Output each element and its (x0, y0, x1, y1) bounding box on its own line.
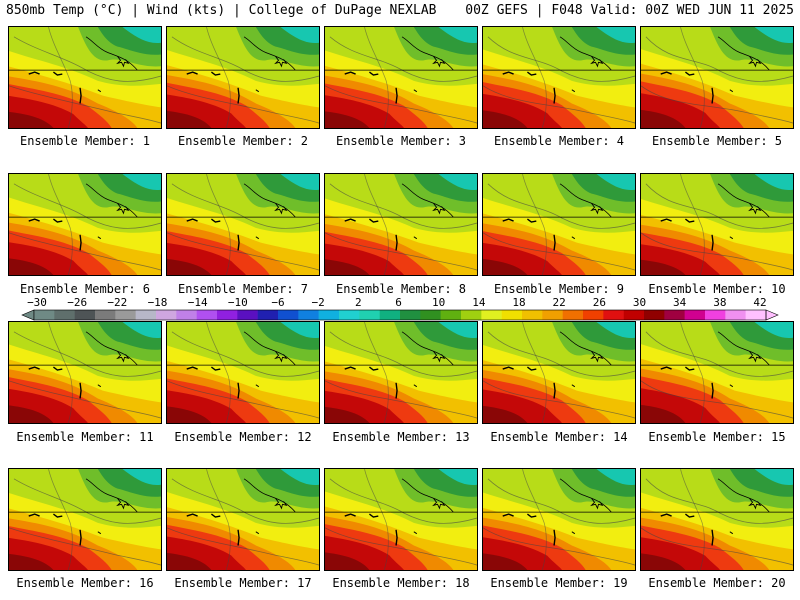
ensemble-member-map (482, 468, 636, 571)
colorbar-swatch (562, 310, 584, 320)
colorbar-swatch (522, 310, 543, 320)
colorbar-swatch (684, 310, 706, 320)
colorbar-swatch (257, 310, 279, 320)
map-title: 850mb Temp (°C) | Wind (kts) | College o… (6, 3, 437, 18)
ensemble-member-map (324, 468, 478, 571)
colorbar-tick-label: −18 (147, 296, 168, 309)
ensemble-member-label: Ensemble Member: 14 (490, 430, 628, 444)
colorbar-swatch (278, 310, 299, 320)
ensemble-member-label: Ensemble Member: 10 (648, 282, 786, 296)
colorbar-swatch (74, 310, 96, 320)
colorbar-swatch (176, 310, 197, 320)
ensemble-member-map (166, 173, 320, 276)
run-valid-time: 00Z GEFS | F048 Valid: 00Z WED JUN 11 20… (465, 3, 794, 18)
colorbar-tick-label: 42 (753, 296, 767, 309)
colorbar-swatch (644, 310, 665, 320)
ensemble-member-label: Ensemble Member: 16 (16, 576, 154, 590)
colorbar-swatch (440, 310, 462, 320)
ensemble-member-label: Ensemble Member: 15 (648, 430, 786, 444)
colorbar-tick-label: 38 (713, 296, 727, 309)
colorbar-swatch (54, 310, 75, 320)
colorbar-swatch (725, 310, 746, 320)
colorbar-swatch (339, 310, 360, 320)
colorbar-swatch (542, 310, 563, 320)
colorbar-tick-label: 6 (395, 296, 402, 309)
ensemble-member-label: Ensemble Member: 2 (177, 134, 309, 148)
colorbar-swatch (705, 310, 726, 320)
colorbar-scale (21, 309, 779, 321)
colorbar-tick-label: −6 (271, 296, 285, 309)
ensemble-member-map (8, 26, 162, 129)
colorbar-swatch (501, 310, 523, 320)
colorbar-tick-label: −26 (67, 296, 88, 309)
ensemble-member-map (482, 26, 636, 129)
colorbar-swatch (583, 310, 604, 320)
ensemble-member-label: Ensemble Member: 5 (651, 134, 783, 148)
ensemble-member-label: Ensemble Member: 20 (648, 576, 786, 590)
colorbar-swatch (95, 310, 116, 320)
ensemble-member-label: Ensemble Member: 7 (177, 282, 309, 296)
colorbar-swatch (196, 310, 218, 320)
ensemble-member-map (482, 321, 636, 424)
ensemble-member-label: Ensemble Member: 9 (493, 282, 625, 296)
ensemble-member-map (324, 321, 478, 424)
colorbar-swatch (298, 310, 319, 320)
colorbar-tick-label: −14 (187, 296, 208, 309)
ensemble-member-label: Ensemble Member: 8 (335, 282, 467, 296)
colorbar-tick-label: 22 (552, 296, 566, 309)
ensemble-member-map (640, 321, 794, 424)
ensemble-member-map (8, 321, 162, 424)
ensemble-member-label: Ensemble Member: 17 (174, 576, 312, 590)
colorbar-tick-label: 34 (673, 296, 687, 309)
colorbar-swatch (318, 310, 340, 320)
colorbar-swatch (623, 310, 645, 320)
colorbar-tick-label: 10 (432, 296, 446, 309)
colorbar-swatch (359, 310, 380, 320)
ensemble-member-map (482, 173, 636, 276)
ensemble-member-map (640, 26, 794, 129)
ensemble-member-label: Ensemble Member: 12 (174, 430, 312, 444)
colorbar-tick-label: 2 (355, 296, 362, 309)
colorbar-swatch (217, 310, 238, 320)
colorbar-swatch (135, 310, 157, 320)
colorbar-swatch (400, 310, 421, 320)
ensemble-member-label: Ensemble Member: 3 (335, 134, 467, 148)
ensemble-member-map (8, 173, 162, 276)
colorbar-tick-label: 30 (632, 296, 647, 309)
colorbar-swatch (34, 310, 55, 320)
ensemble-member-map (640, 173, 794, 276)
ensemble-member-map (640, 468, 794, 571)
ensemble-member-label: Ensemble Member: 13 (332, 430, 470, 444)
ensemble-member-label: Ensemble Member: 6 (19, 282, 151, 296)
ensemble-member-map (166, 468, 320, 571)
ensemble-member-map (166, 26, 320, 129)
colorbar-tick-label: 18 (512, 296, 526, 309)
ensemble-member-label: Ensemble Member: 18 (332, 576, 470, 590)
colorbar-swatch (237, 310, 258, 320)
colorbar-tick-label: 26 (592, 296, 606, 309)
colorbar-swatch (603, 310, 624, 320)
colorbar-tick-label: −22 (107, 296, 128, 309)
colorbar-swatch (745, 310, 767, 320)
temperature-colorbar: −30 −26 −22 −18 −14 −10 −6 −2 2 6 10 14 18 22 26 30 34 38… (0, 296, 800, 322)
colorbar-tick-label: −10 (227, 296, 248, 309)
ensemble-member-map (8, 468, 162, 571)
colorbar-swatch (379, 310, 401, 320)
colorbar-swatch (664, 310, 685, 320)
colorbar-swatch (481, 310, 502, 320)
ensemble-member-map (166, 321, 320, 424)
colorbar-swatch (156, 310, 177, 320)
colorbar-tick-label: 14 (472, 296, 486, 309)
ensemble-member-label: Ensemble Member: 4 (493, 134, 625, 148)
colorbar-tick-label: −30 (27, 296, 47, 309)
ensemble-member-label: Ensemble Member: 1 (19, 134, 151, 148)
colorbar-swatch (420, 310, 441, 320)
ensemble-member-label: Ensemble Member: 19 (490, 576, 628, 590)
colorbar-swatch (461, 310, 482, 320)
ensemble-member-map (324, 173, 478, 276)
colorbar-swatch (115, 310, 136, 320)
colorbar-tick-label: −2 (311, 296, 325, 309)
ensemble-member-map (324, 26, 478, 129)
ensemble-member-label: Ensemble Member: 11 (16, 430, 154, 444)
